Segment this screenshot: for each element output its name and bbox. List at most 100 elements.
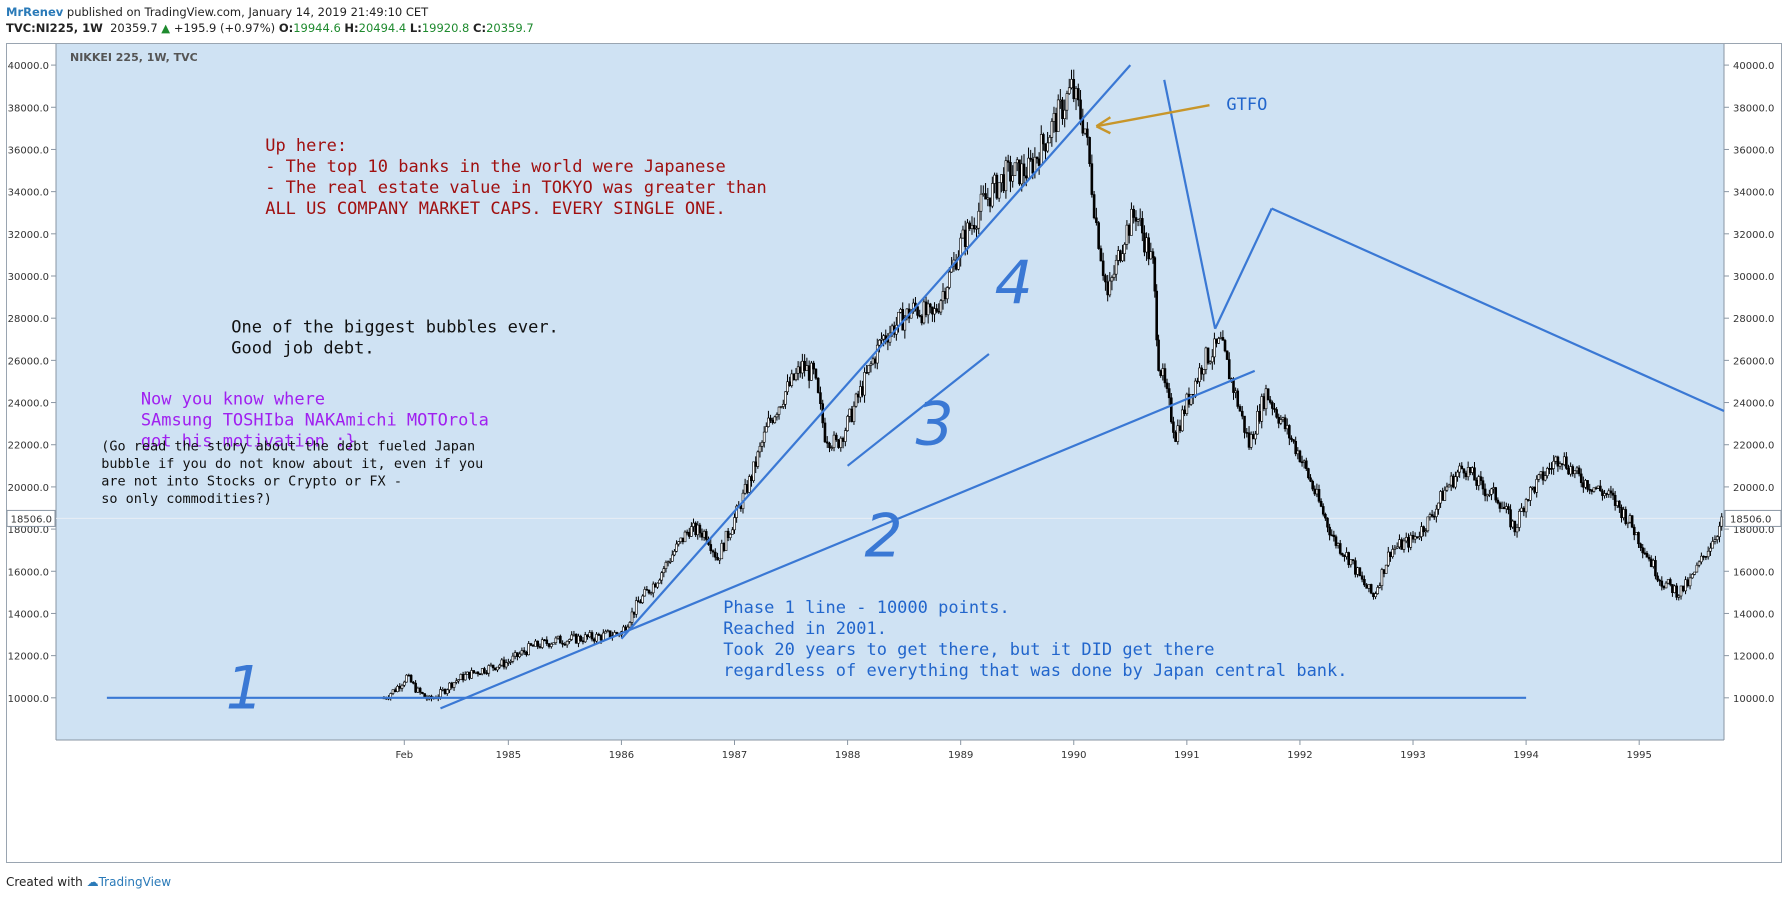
candle-body	[1159, 370, 1162, 376]
candle-body	[1428, 514, 1432, 518]
candle-body	[480, 668, 484, 675]
candle-body	[1011, 175, 1014, 182]
candle-body	[1121, 253, 1124, 262]
candle-body	[863, 372, 866, 396]
candle-body	[796, 366, 800, 374]
candle-body	[1234, 390, 1237, 393]
candle-body	[1176, 425, 1180, 442]
candle-body	[1679, 585, 1683, 597]
candle-body	[1492, 487, 1495, 490]
candle-body	[1518, 510, 1521, 528]
candle-body	[1095, 217, 1098, 223]
candle-body	[1372, 592, 1375, 598]
candle-body	[1172, 421, 1175, 433]
candle-body	[1531, 486, 1534, 489]
candle-body	[1351, 559, 1355, 561]
candle-body	[1475, 479, 1478, 486]
candle-body	[937, 310, 941, 313]
left-y-axis-area[interactable]	[7, 44, 56, 740]
candle-body	[559, 635, 562, 644]
candle-body	[724, 530, 728, 551]
candle-body	[400, 684, 404, 689]
candle-body	[941, 291, 945, 302]
candle-body	[754, 461, 758, 467]
candle-body	[604, 631, 607, 634]
candle-body	[1020, 163, 1024, 185]
candle-body	[1684, 579, 1687, 592]
tradingview-logo-icon[interactable]: ☁	[86, 875, 99, 889]
candle-body	[1603, 493, 1606, 496]
price-marker-label-left: 18506.0	[11, 514, 52, 525]
candle-body	[496, 666, 499, 671]
candle-body	[577, 635, 580, 644]
candle-body	[1435, 508, 1438, 517]
candle-body	[928, 303, 932, 308]
candle-body	[597, 633, 601, 636]
candle-body	[1134, 217, 1138, 222]
x-axis-area[interactable]	[7, 740, 1724, 820]
candle-body	[1006, 160, 1010, 163]
x-tick-label: 1986	[609, 750, 634, 761]
candle-body	[977, 210, 981, 229]
candle-body	[735, 505, 738, 518]
candle-body	[1520, 507, 1523, 512]
candle-body	[948, 271, 951, 288]
blue-annotation-line: Took 20 years to get there, but it DID g…	[723, 640, 1214, 660]
candle-body	[1485, 494, 1489, 497]
candle-body	[1509, 509, 1512, 528]
candle-body	[660, 572, 664, 581]
y-tick-label-left: 28000.0	[8, 314, 49, 325]
candle-body	[1560, 463, 1564, 465]
author-link[interactable]: MrRenev	[6, 5, 64, 19]
candle-body	[869, 363, 873, 366]
candle-body	[683, 531, 687, 543]
purple-annotation-line: SAmsung TOSHIba NAKAmichi MOTOrola	[141, 410, 489, 430]
candle-body	[1558, 463, 1562, 467]
candle-body	[1319, 500, 1323, 507]
candle-body	[403, 681, 406, 686]
candle-body	[1338, 543, 1342, 554]
y-tick-label: 10000.0	[1733, 694, 1774, 705]
candle-body	[1183, 409, 1186, 414]
candle-body	[1441, 491, 1445, 501]
candle-body	[534, 640, 537, 647]
candle-body	[1369, 584, 1373, 594]
candle-body	[816, 377, 820, 393]
candle-body	[1720, 516, 1724, 527]
candle-body	[679, 537, 683, 542]
candle-body	[790, 373, 794, 386]
y-tick-label: 28000.0	[1733, 314, 1774, 325]
y-tick-label-left: 24000.0	[8, 399, 49, 410]
candle-body	[658, 579, 661, 584]
candle-body	[1294, 440, 1297, 455]
candle-body	[1165, 382, 1169, 389]
candle-body	[1013, 162, 1017, 176]
candle-body	[1607, 490, 1611, 495]
candle-body	[794, 372, 798, 381]
candle-body	[1541, 471, 1545, 481]
candle-body	[639, 601, 642, 604]
y-tick-label: 36000.0	[1733, 145, 1774, 156]
candle-body	[1393, 547, 1397, 550]
candle-body	[1048, 137, 1052, 144]
tradingview-brand-link[interactable]: TradingView	[98, 875, 172, 889]
candle-body	[1200, 367, 1203, 375]
candle-body	[662, 568, 666, 574]
x-tick-label: 1992	[1287, 750, 1312, 761]
chart-canvas[interactable]: 10000.010000.012000.012000.014000.014000…	[6, 43, 1782, 863]
candle-body	[468, 671, 471, 679]
y-tick-label: 20000.0	[1733, 483, 1774, 494]
candle-body	[474, 671, 478, 674]
y-axis-area[interactable]	[1724, 44, 1781, 820]
candle-body	[1526, 499, 1530, 501]
candle-body	[832, 434, 836, 448]
black-annotation-line: One of the biggest bubbles ever.	[231, 318, 559, 338]
candle-body	[1675, 585, 1678, 598]
red-annotation-line: Up here:	[265, 136, 347, 156]
y-tick-label: 14000.0	[1733, 609, 1774, 620]
candle-body	[1167, 388, 1171, 399]
candle-body	[1345, 552, 1348, 557]
candle-body	[1641, 547, 1645, 554]
candle-body	[781, 403, 785, 407]
candle-body	[743, 484, 747, 494]
